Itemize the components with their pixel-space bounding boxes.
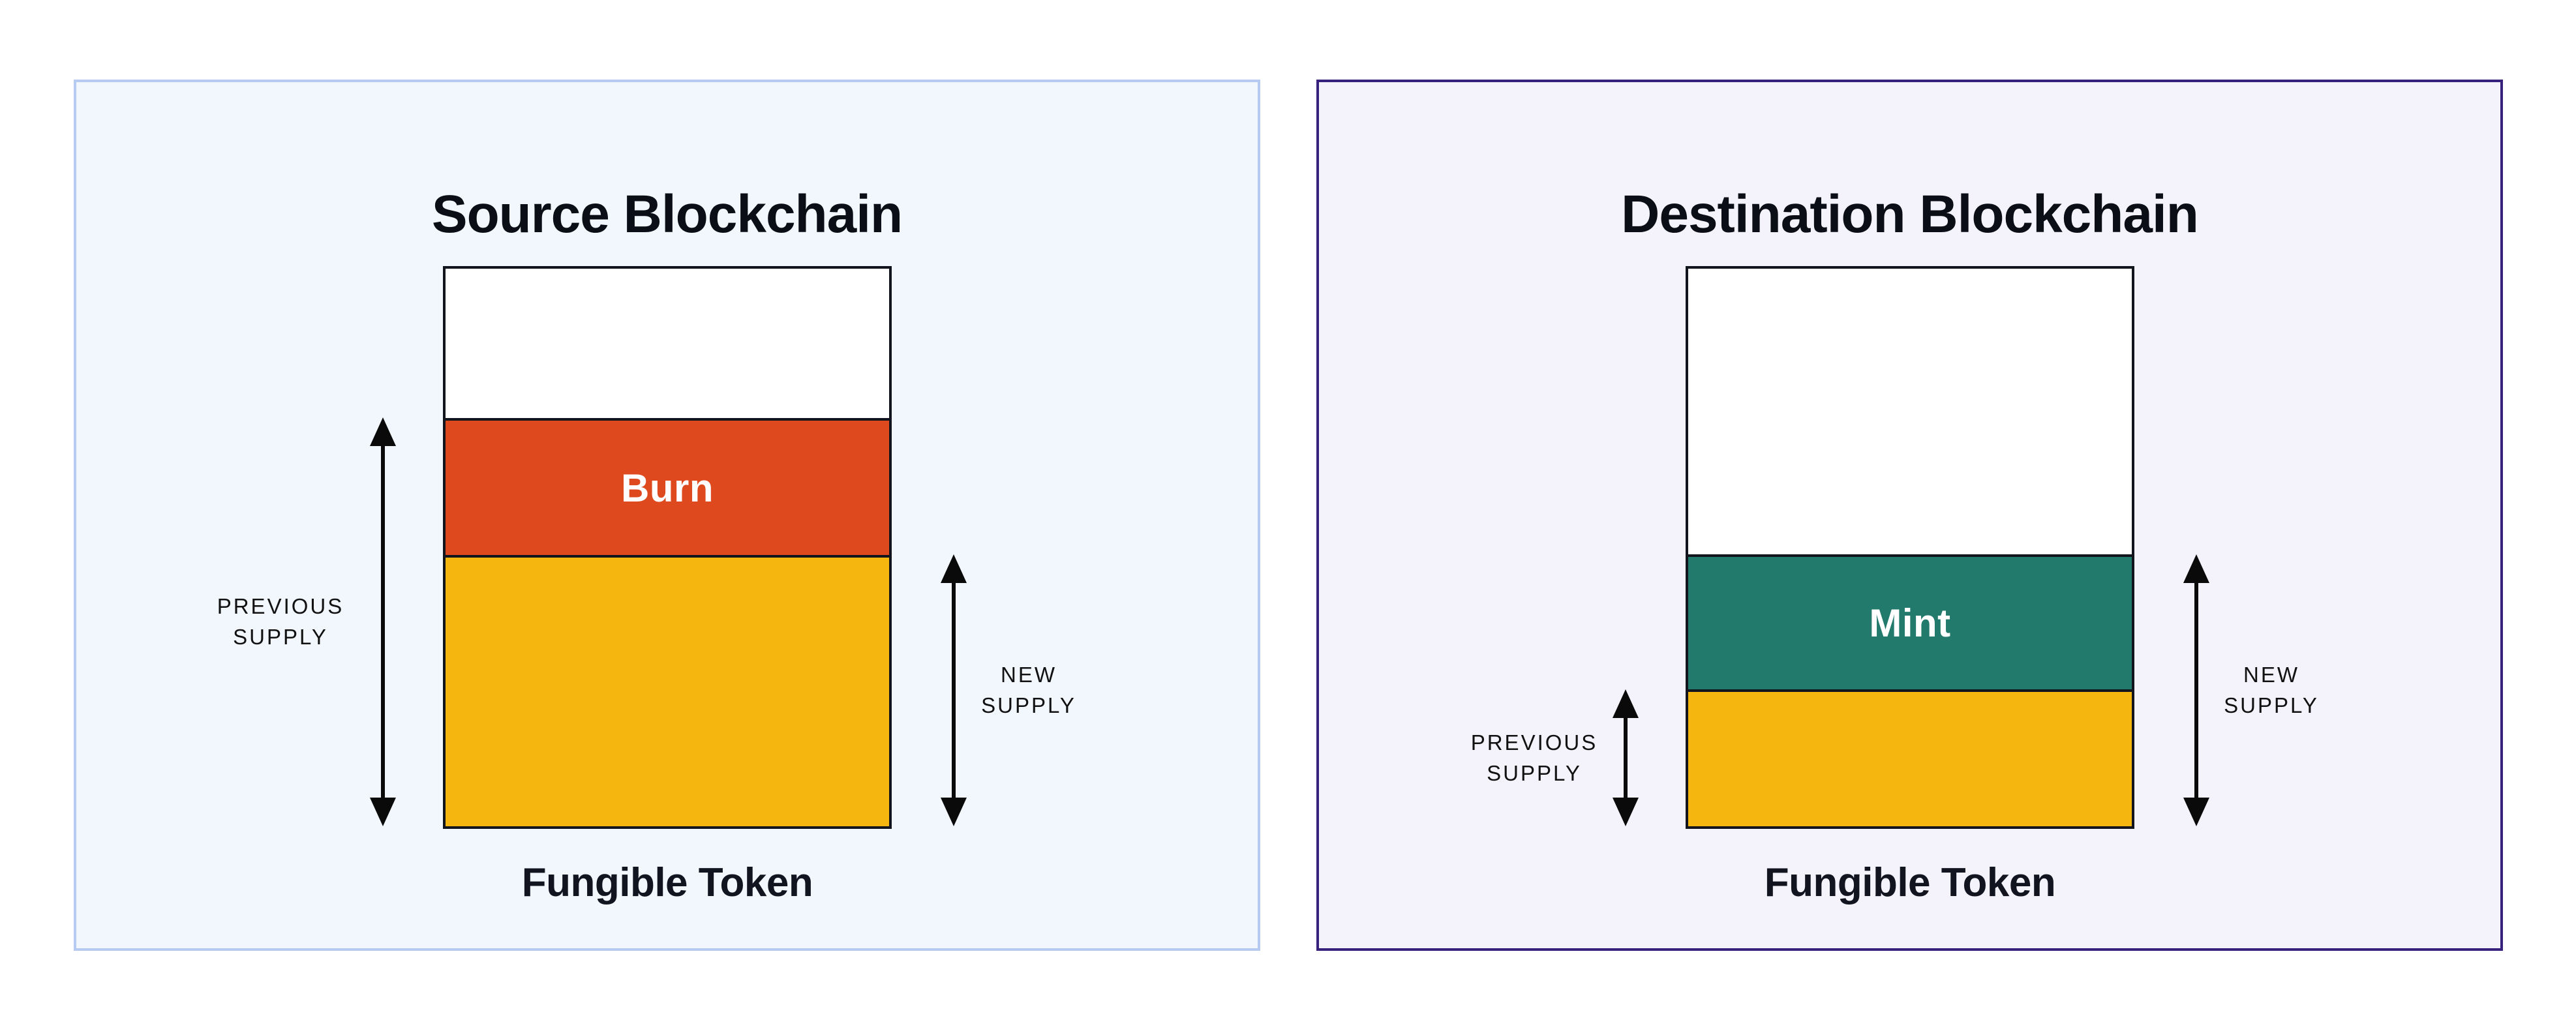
new-supply-label-line2: SUPPLY — [2224, 693, 2319, 717]
panel-source-blockchain: Source Blockchain Burn Fungible Token PR… — [74, 80, 1260, 951]
new-supply-label-line2: SUPPLY — [981, 693, 1076, 717]
previous-supply-label-line1: PREVIOUS — [217, 594, 344, 618]
new-supply-label-line1: NEW — [1001, 663, 1057, 687]
source-previous-supply-label: PREVIOUS SUPPLY — [117, 591, 444, 652]
destination-bar-segment-mint: Mint — [1688, 554, 2132, 689]
destination-new-supply-label: NEW SUPPLY — [2108, 659, 2434, 721]
previous-supply-label-line2: SUPPLY — [1487, 761, 1582, 785]
source-bar-segment-remaining-supply — [446, 555, 889, 826]
destination-previous-supply-label: PREVIOUS SUPPLY — [1371, 727, 1697, 788]
burn-segment-label: Burn — [621, 466, 714, 510]
destination-bar-segment-previous-supply — [1688, 689, 2132, 826]
destination-token-supply-bar: Mint — [1686, 266, 2134, 829]
destination-bar-caption: Fungible Token — [1764, 860, 2056, 905]
destination-panel-title: Destination Blockchain — [1621, 185, 2199, 245]
source-new-supply-label: NEW SUPPLY — [866, 659, 1192, 721]
source-bar-segment-headroom — [446, 269, 889, 419]
source-new-supply-arrow-icon — [941, 554, 967, 826]
previous-supply-label-line2: SUPPLY — [233, 625, 328, 649]
new-supply-label-line1: NEW — [2243, 663, 2299, 687]
destination-previous-supply-arrow-icon — [1613, 689, 1639, 826]
source-bar-segment-burn: Burn — [446, 418, 889, 556]
destination-bar-segment-headroom — [1688, 269, 2132, 554]
source-panel-title: Source Blockchain — [431, 185, 903, 245]
destination-new-supply-arrow-icon — [2183, 554, 2209, 826]
source-previous-supply-arrow-icon — [370, 417, 396, 826]
source-bar-caption: Fungible Token — [521, 860, 813, 905]
previous-supply-label-line1: PREVIOUS — [1470, 730, 1598, 755]
panel-destination-blockchain: Destination Blockchain Mint Fungible Tok… — [1316, 80, 2503, 951]
source-token-supply-bar: Burn — [443, 266, 892, 829]
mint-segment-label: Mint — [1869, 601, 1951, 645]
